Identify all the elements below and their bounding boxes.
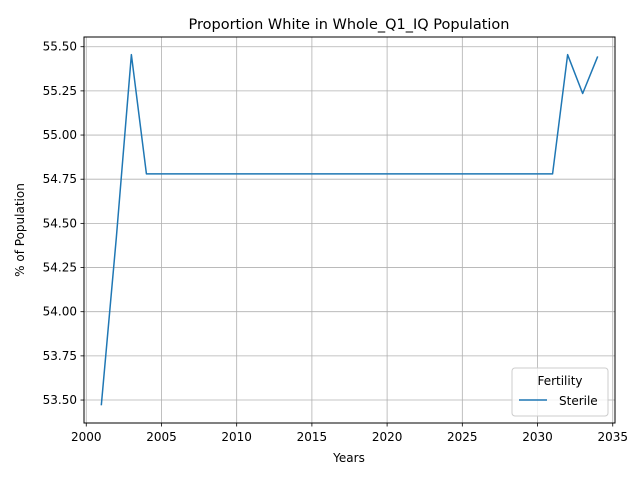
legend-title: Fertility	[537, 374, 582, 388]
y-tick-label: 54.00	[43, 305, 77, 319]
legend-box	[511, 367, 609, 417]
grid	[84, 37, 615, 423]
y-axis: 53.50 53.75 54.00 54.25 54.50 54.75 55.00 55.25…	[43, 40, 84, 407]
x-tick-label: 2015	[297, 430, 328, 444]
y-tick-label: 54.50	[43, 216, 77, 230]
y-axis-label: % of Population	[13, 183, 27, 277]
y-tick-label: 53.50	[43, 393, 77, 407]
plot-series	[100, 53, 599, 406]
x-axis-label: Years	[332, 451, 365, 465]
x-tick-label: 2010	[221, 430, 252, 444]
x-tick-label: 2000	[71, 430, 102, 444]
legend: Fertility Sterile	[511, 367, 609, 417]
y-tick-label: 54.75	[43, 172, 77, 186]
y-tick-label: 55.00	[43, 128, 77, 142]
y-tick-label: 53.75	[43, 349, 77, 363]
x-tick-label: 2020	[372, 430, 403, 444]
legend-entry-sterile: Sterile	[559, 394, 598, 408]
series-line-sterile	[100, 53, 599, 406]
y-tick-label: 55.50	[43, 40, 77, 54]
x-tick-label: 2035	[597, 430, 628, 444]
y-tick-label: 54.25	[43, 261, 77, 275]
x-tick-label: 2030	[522, 430, 553, 444]
x-axis: 2000 2005 2010 2015 2020 2025 2030 2035	[71, 423, 628, 444]
plot-frame	[83, 36, 616, 424]
x-tick-label: 2005	[146, 430, 177, 444]
x-tick-label: 2025	[447, 430, 478, 444]
chart-title: Proportion White in Whole_Q1_IQ Populati…	[189, 17, 510, 33]
y-tick-label: 55.25	[43, 84, 77, 98]
